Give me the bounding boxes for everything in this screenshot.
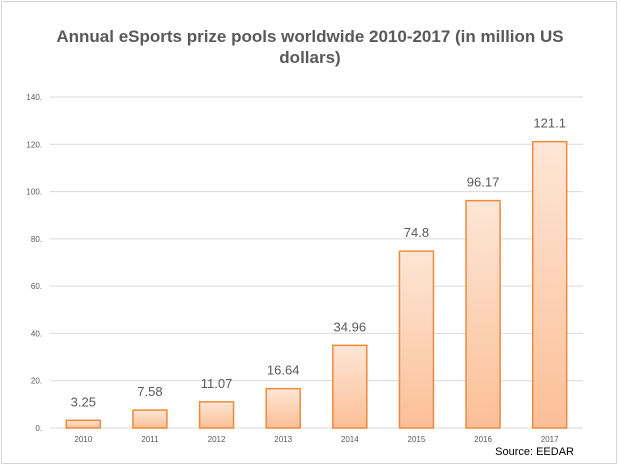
bar-2017 bbox=[531, 140, 568, 429]
x-tick-label: 2016 bbox=[474, 435, 492, 444]
x-tick-label: 2012 bbox=[208, 435, 226, 444]
bar-2014 bbox=[332, 344, 368, 429]
source-note: Source: EEDAR bbox=[495, 446, 574, 458]
bar-2015 bbox=[398, 250, 435, 429]
data-label: 121.1 bbox=[533, 116, 566, 131]
x-tick-label: 2011 bbox=[141, 435, 159, 444]
bar-2012 bbox=[198, 401, 235, 429]
data-label: 7.58 bbox=[137, 384, 162, 399]
y-tick-label: 40. bbox=[31, 329, 42, 338]
data-label: 3.25 bbox=[71, 394, 96, 409]
y-tick-label: 140. bbox=[26, 93, 42, 102]
data-label: 16.64 bbox=[267, 363, 300, 378]
y-tick-label: 100. bbox=[26, 188, 42, 197]
bar-2013 bbox=[265, 387, 301, 429]
bars bbox=[65, 140, 568, 429]
data-labels: 3.25 7.58 11.07 16.64 34.96 74.8 96.17 121.1 bbox=[71, 116, 566, 410]
bar-2010 bbox=[65, 419, 102, 429]
y-tick-label: 20. bbox=[31, 377, 42, 386]
gridlines bbox=[50, 96, 583, 429]
data-label: 11.07 bbox=[201, 376, 233, 391]
chart-frame bbox=[1, 1, 617, 464]
x-tick-label: 2013 bbox=[274, 435, 292, 444]
data-label: 74.8 bbox=[404, 225, 429, 240]
bar-2011 bbox=[132, 409, 168, 429]
y-tick-label: 120. bbox=[26, 140, 42, 149]
y-tick-label: 60. bbox=[31, 282, 42, 291]
x-tick-label: 2015 bbox=[408, 435, 426, 444]
x-tick-label: 2014 bbox=[341, 435, 359, 444]
bar-2016 bbox=[465, 199, 501, 429]
chart-title: Annual eSports prize pools worldwide 201… bbox=[56, 27, 564, 67]
y-tick-label: 80. bbox=[31, 235, 42, 244]
data-label: 34.96 bbox=[334, 319, 367, 334]
data-label: 96.17 bbox=[467, 175, 500, 190]
x-axis-ticks: 2010 2011 2012 2013 2014 2015 2016 2017 bbox=[74, 435, 559, 444]
y-tick-label: 0. bbox=[35, 424, 42, 433]
x-tick-label: 2010 bbox=[74, 435, 92, 444]
y-axis-ticks: 0. 20. 40. 60. 80. 100. 120. 140. bbox=[26, 93, 42, 433]
x-tick-label: 2017 bbox=[541, 435, 559, 444]
